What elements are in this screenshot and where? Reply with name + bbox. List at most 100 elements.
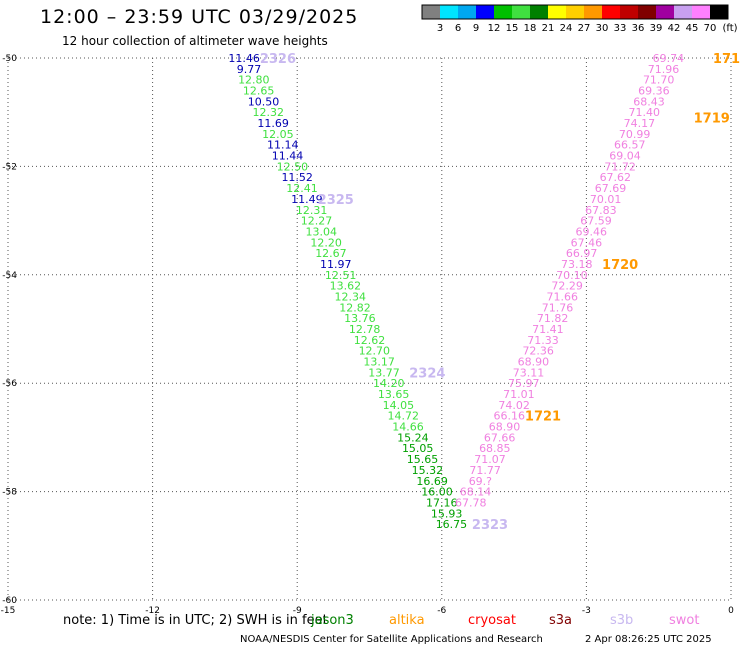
data-point-label: 11.97 bbox=[320, 258, 352, 271]
data-point-label: 16.75 bbox=[436, 518, 468, 531]
scale-swatch bbox=[674, 5, 692, 19]
data-point-label: 73.11 bbox=[513, 366, 545, 379]
data-point-label: 69.? bbox=[469, 475, 492, 488]
scale-tick-label: 39 bbox=[650, 23, 663, 34]
data-point-label: 67.59 bbox=[580, 215, 612, 228]
data-point-label: 15.93 bbox=[431, 507, 463, 520]
scale-tick-label: 30 bbox=[596, 23, 609, 34]
data-point-label: 67.62 bbox=[600, 171, 632, 184]
data-point-label: 12.20 bbox=[310, 236, 342, 249]
data-point-label: 13.65 bbox=[378, 388, 410, 401]
data-point-label: 74.02 bbox=[498, 399, 530, 412]
pass-number-label: 2323 bbox=[472, 518, 508, 533]
scale-swatch bbox=[566, 5, 584, 19]
data-point-label: 12.65 bbox=[243, 85, 275, 98]
data-point-label: 71.66 bbox=[547, 290, 579, 303]
data-point-label: 17.16 bbox=[426, 496, 458, 509]
data-point-label: 68.90 bbox=[518, 356, 550, 369]
scale-swatch bbox=[548, 5, 566, 19]
scale-unit-label: (ft) bbox=[722, 23, 737, 34]
data-point-label: 14.05 bbox=[383, 399, 415, 412]
data-point-label: 12.27 bbox=[301, 215, 333, 228]
y-tick-label: -50 bbox=[2, 54, 17, 64]
data-point-label: 71.77 bbox=[469, 464, 501, 477]
data-point-label: 14.20 bbox=[373, 377, 405, 390]
y-tick-label: -60 bbox=[2, 596, 17, 606]
data-point-label: 68.85 bbox=[479, 442, 511, 455]
data-point-label: 67.78 bbox=[455, 496, 487, 509]
data-point-label: 69.74 bbox=[653, 52, 685, 65]
x-tick-label: -9 bbox=[293, 606, 302, 616]
scale-tick-label: 6 bbox=[455, 23, 461, 34]
footer-timestamp: 2 Apr 08:26:25 UTC 2025 bbox=[585, 634, 712, 645]
scale-swatch bbox=[494, 5, 512, 19]
data-point-label: 70.10 bbox=[556, 269, 588, 282]
data-point-label: 69.46 bbox=[575, 225, 607, 238]
data-point-label: 72.29 bbox=[551, 280, 583, 293]
legend-cryosat: cryosat bbox=[468, 613, 516, 628]
data-point-label: 70.01 bbox=[590, 193, 622, 206]
data-point-label: 71.41 bbox=[532, 323, 564, 336]
y-tick-label: -54 bbox=[2, 271, 17, 281]
data-point-label: 11.44 bbox=[272, 150, 304, 163]
x-tick-label: -3 bbox=[582, 606, 591, 616]
data-point-label: 16.00 bbox=[421, 486, 453, 499]
scale-swatch bbox=[584, 5, 602, 19]
x-tick-label: 0 bbox=[728, 606, 734, 616]
y-tick-label: -58 bbox=[2, 488, 17, 498]
scale-swatch bbox=[638, 5, 656, 19]
legend-swot: swot bbox=[669, 613, 700, 628]
data-point-label: 15.05 bbox=[402, 442, 434, 455]
data-point-label: 13.62 bbox=[330, 280, 362, 293]
scale-swatch bbox=[530, 5, 548, 19]
scale-swatch bbox=[656, 5, 674, 19]
pass-number-label: 1718 bbox=[713, 52, 740, 67]
scale-swatch bbox=[476, 5, 494, 19]
scale-tick-label: 9 bbox=[473, 23, 479, 34]
scale-swatch bbox=[602, 5, 620, 19]
data-point-label: 13.17 bbox=[363, 356, 395, 369]
legend-s3b: s3b bbox=[610, 613, 634, 628]
scale-tick-label: 18 bbox=[524, 23, 537, 34]
data-point-label: 12.62 bbox=[354, 334, 386, 347]
data-point-label: 12.70 bbox=[359, 345, 391, 358]
data-point-label: 67.69 bbox=[595, 182, 627, 195]
scale-tick-label: 33 bbox=[614, 23, 627, 34]
data-point-label: 13.04 bbox=[306, 225, 338, 238]
color-scale-bar: 3 6 9 12 15 18 21 24 27 30 33 36 39 42 45 70 (ft) bbox=[421, 4, 738, 34]
data-point-label: 12.82 bbox=[339, 301, 371, 314]
scale-swatch bbox=[620, 5, 638, 19]
scale-tick-label: 12 bbox=[488, 23, 501, 34]
pass-number-label: 1719 bbox=[694, 112, 730, 127]
data-point-label: 66.16 bbox=[494, 410, 526, 423]
data-point-label: 71.40 bbox=[628, 106, 660, 119]
scale-tick-label: 45 bbox=[686, 23, 699, 34]
data-point-label: 67.66 bbox=[484, 431, 516, 444]
chart-subtitle: 12 hour collection of altimeter wave hei… bbox=[62, 34, 328, 48]
pass-number-label: 2324 bbox=[409, 366, 445, 381]
scale-frame bbox=[421, 4, 729, 20]
data-point-label: 12.34 bbox=[334, 290, 366, 303]
legend-jason3: jason3 bbox=[311, 613, 354, 628]
scale-tick-label: 36 bbox=[632, 23, 645, 34]
data-point-label: 12.41 bbox=[286, 182, 318, 195]
data-point-label: 69.04 bbox=[609, 150, 641, 163]
data-point-label: 74.17 bbox=[624, 117, 656, 130]
data-point-label: 12.05 bbox=[262, 128, 294, 141]
data-point-label: 70.99 bbox=[619, 128, 651, 141]
scale-tick-label: 3 bbox=[437, 23, 443, 34]
scale-swatch bbox=[512, 5, 530, 19]
data-point-label: 16.69 bbox=[416, 475, 448, 488]
x-tick-label: -6 bbox=[437, 606, 446, 616]
data-point-label: 67.46 bbox=[571, 236, 603, 249]
data-point-label: 12.51 bbox=[325, 269, 357, 282]
scale-tick-label: 70 bbox=[704, 23, 717, 34]
data-point-label: 71.96 bbox=[648, 63, 680, 76]
data-point-label: 68.14 bbox=[460, 486, 492, 499]
data-point-label: 12.32 bbox=[253, 106, 285, 119]
data-point-label: 11.14 bbox=[267, 139, 299, 152]
data-point-label: 13.77 bbox=[368, 366, 400, 379]
data-point-label: 66.57 bbox=[614, 139, 646, 152]
note-text: note: 1) Time is in UTC; 2) SWH is in fe… bbox=[63, 613, 328, 628]
data-point-label: 15.24 bbox=[397, 431, 429, 444]
